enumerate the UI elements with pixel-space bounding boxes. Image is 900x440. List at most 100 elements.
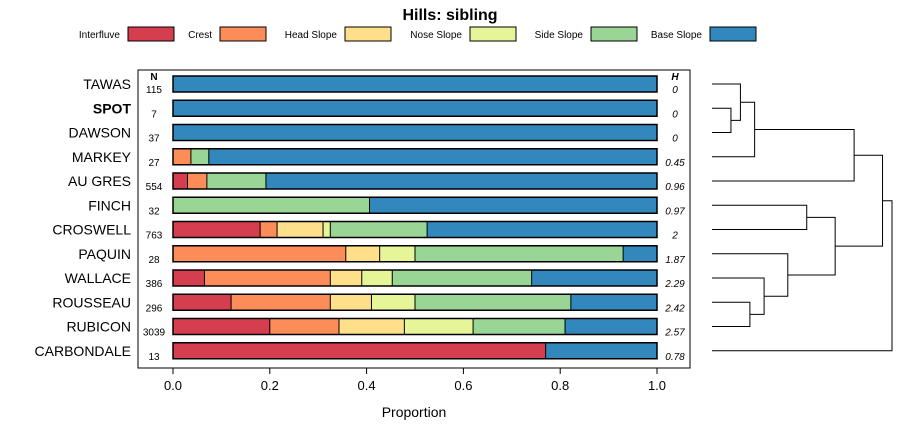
- bar-segment-au-gres-crest: [187, 173, 207, 189]
- bar-segment-finch-base-slope: [369, 197, 657, 214]
- bar-segment-paquin-head-slope: [345, 245, 380, 262]
- row-label-carbondale: CARBONDALE: [35, 343, 131, 359]
- bar-segment-wallace-side-slope: [392, 270, 532, 286]
- x-tick-label: 1.0: [648, 378, 666, 393]
- bar-segment-paquin-side-slope: [415, 245, 624, 262]
- row-label-finch: FINCH: [88, 197, 131, 213]
- bar-outline-au-gres: [172, 172, 658, 190]
- h-value-paquin: 1.87: [665, 255, 685, 266]
- bar-segment-finch-side-slope: [173, 197, 370, 214]
- n-value-carbondale: 13: [148, 352, 160, 363]
- bar-outline-rousseau: [172, 293, 658, 311]
- bar-segment-spot-base-slope: [173, 100, 657, 117]
- bar-segment-rubicon-head-slope: [339, 318, 405, 335]
- row-label-au-gres: AU GRES: [68, 173, 131, 189]
- h-value-wallace: 2.29: [664, 279, 685, 290]
- h-value-tawas: 0: [672, 85, 678, 96]
- x-tick-label: 0.0: [164, 378, 182, 393]
- bar-outline-finch: [172, 196, 658, 214]
- bar-row-markey: MARKEY 27 0.45: [72, 148, 685, 169]
- legend-label-nose-slope: Nose Slope: [410, 30, 462, 41]
- bar-outline-tawas: [172, 75, 658, 93]
- bar-segment-wallace-base-slope: [531, 270, 657, 286]
- bar-segment-croswell-base-slope: [427, 221, 657, 238]
- bar-segment-rousseau-interfluve: [173, 294, 232, 311]
- bar-outline-markey: [172, 148, 658, 166]
- bar-outline-spot: [172, 99, 658, 117]
- legend-swatch-crest: [219, 26, 267, 42]
- row-label-dawson: DAWSON: [69, 125, 131, 141]
- n-value-tawas: 115: [146, 85, 162, 96]
- legend-swatch-head-slope: [344, 26, 392, 42]
- h-value-au-gres: 0.96: [665, 182, 685, 193]
- n-value-markey: 27: [148, 158, 160, 169]
- bar-segment-rousseau-crest: [231, 294, 331, 311]
- row-label-paquin: PAQUIN: [78, 246, 131, 262]
- legend-label-head-slope: Head Slope: [285, 30, 338, 41]
- dendrogram-link: [712, 253, 789, 297]
- bar-segment-croswell-side-slope: [330, 221, 428, 238]
- row-label-spot: SPOT: [93, 100, 132, 116]
- bar-segment-wallace-nose-slope: [361, 270, 393, 286]
- dendrogram-link: [712, 277, 765, 315]
- row-label-wallace: WALLACE: [65, 270, 131, 286]
- bar-row-spot: SPOT 7 0: [93, 99, 678, 120]
- dendrogram-link: [835, 154, 884, 247]
- bar-outline-wallace: [172, 269, 658, 287]
- h-value-rubicon: 2.57: [664, 328, 685, 339]
- bar-segment-au-gres-base-slope: [265, 173, 657, 189]
- bar-row-dawson: DAWSON 37 0: [69, 123, 678, 145]
- x-axis: 0.0 0.2 0.4 0.6 0.8 1.0: [164, 368, 666, 393]
- bar-segment-carbondale-interfluve: [173, 342, 546, 359]
- bar-segment-rousseau-nose-slope: [371, 294, 415, 311]
- h-value-croswell: 2: [671, 231, 678, 242]
- n-value-paquin: 28: [148, 255, 160, 266]
- bar-row-croswell: CROSWELL 763 2: [52, 220, 678, 242]
- legend-swatch-side-slope: [590, 26, 638, 42]
- bar-row-tawas: TAWAS 115 0: [83, 75, 678, 96]
- bar-row-rubicon: RUBICON 3039 2.57: [66, 317, 685, 339]
- bar-segment-au-gres-side-slope: [206, 173, 266, 189]
- n-value-croswell: 763: [146, 231, 163, 242]
- bar-segment-tawas-base-slope: [173, 76, 657, 92]
- bar-outline-dawson: [172, 123, 658, 142]
- bar-segment-au-gres-interfluve: [173, 173, 188, 189]
- bar-rows: TAWAS 115 0 SPOT 7 0 DAWSON 37 0 MARKEY 27 0.45 AU G…: [35, 75, 685, 363]
- bar-outline-paquin: [172, 245, 658, 263]
- chart-title: Hills: sibling: [402, 7, 497, 24]
- bar-segment-rubicon-interfluve: [173, 318, 270, 335]
- bar-segment-carbondale-base-slope: [545, 342, 657, 359]
- x-tick-label: 0.8: [551, 378, 569, 393]
- x-tick-label: 0.6: [454, 378, 472, 393]
- legend-swatch-nose-slope: [469, 26, 517, 42]
- dendrogram-link: [712, 83, 741, 121]
- bar-segment-dawson-base-slope: [173, 124, 657, 141]
- row-label-tawas: TAWAS: [83, 76, 131, 92]
- bar-row-wallace: WALLACE 386 2.29: [65, 269, 685, 290]
- bar-segment-rubicon-nose-slope: [404, 318, 474, 335]
- bar-segment-markey-crest: [173, 148, 191, 165]
- n-value-rubicon: 3039: [143, 328, 166, 339]
- bar-segment-wallace-head-slope: [330, 270, 362, 286]
- n-value-au-gres: 554: [146, 182, 163, 193]
- legend: Interfluve Crest Head Slope Nose Slope Side …: [79, 26, 757, 42]
- h-value-spot: 0: [672, 109, 678, 120]
- bar-segment-rubicon-base-slope: [565, 318, 657, 335]
- x-tick-label: 0.4: [358, 378, 376, 393]
- bar-segment-croswell-crest: [260, 221, 278, 238]
- bar-row-finch: FINCH 32 0.97: [88, 196, 685, 217]
- bar-segment-markey-base-slope: [208, 148, 657, 165]
- row-label-croswell: CROSWELL: [52, 222, 131, 238]
- x-tick-label: 0.2: [261, 378, 279, 393]
- bar-segment-paquin-base-slope: [623, 245, 657, 262]
- n-column-header: N: [150, 72, 157, 83]
- x-axis-label: Proportion: [382, 404, 447, 420]
- bar-segment-paquin-nose-slope: [379, 245, 415, 262]
- h-value-carbondale: 0.78: [665, 352, 685, 363]
- bar-outline-rubicon: [172, 317, 658, 336]
- h-value-finch: 0.97: [665, 206, 685, 217]
- row-label-markey: MARKEY: [72, 149, 132, 165]
- legend-swatch-base-slope: [709, 26, 757, 42]
- h-value-markey: 0.45: [665, 158, 685, 169]
